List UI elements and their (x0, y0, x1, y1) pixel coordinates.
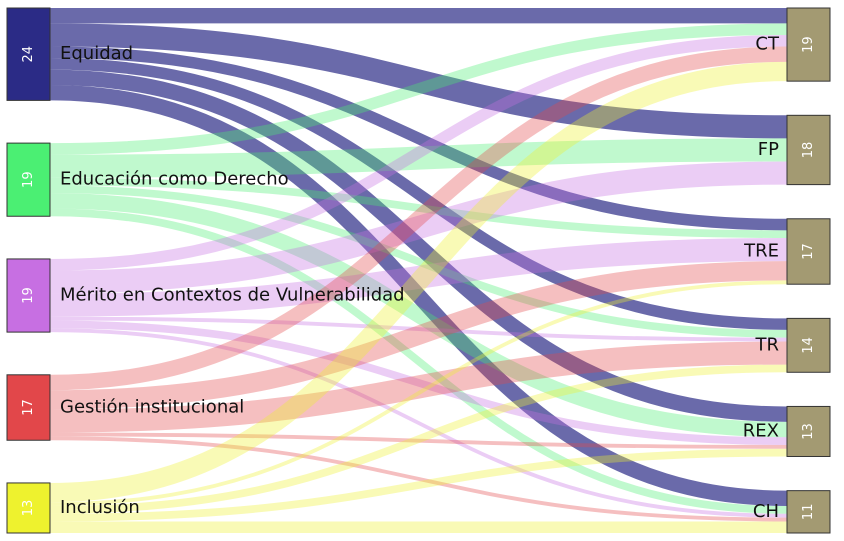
node-label: REX (743, 420, 779, 441)
node (786, 114, 831, 186)
link (49, 261, 788, 410)
link (49, 448, 788, 522)
node-value: 14 (801, 337, 816, 354)
node (786, 218, 831, 285)
link (49, 328, 788, 518)
node-value: 13 (21, 500, 36, 517)
node-value: 18 (801, 142, 816, 159)
node (786, 7, 831, 82)
link (49, 46, 788, 231)
node-label: TRE (743, 240, 779, 261)
node-value: 24 (21, 46, 36, 63)
node-value: 19 (21, 171, 36, 188)
node (6, 258, 51, 333)
link (49, 34, 788, 271)
node (786, 490, 831, 534)
link (49, 161, 788, 294)
node (6, 374, 51, 441)
link (49, 208, 788, 514)
link (49, 85, 788, 507)
node-value: 13 (801, 423, 816, 440)
node-label: FP (758, 139, 779, 160)
link (49, 23, 788, 139)
link (49, 177, 788, 239)
node-label: Gestión institucional (60, 397, 244, 418)
node-label: Mérito en Contextos de Vulnerabilidad (60, 285, 405, 306)
link (49, 138, 788, 178)
node-label: CT (755, 34, 780, 55)
node-value: 11 (801, 504, 816, 521)
link (49, 46, 788, 391)
link (49, 316, 788, 342)
node-label: Inclusión (60, 497, 140, 518)
link (49, 69, 788, 422)
node-value: 19 (801, 36, 816, 53)
node-label: Equidad (60, 43, 133, 64)
node (786, 317, 831, 373)
node (6, 142, 51, 217)
link (49, 58, 788, 330)
node (6, 482, 51, 534)
link (49, 436, 788, 522)
node (786, 405, 831, 457)
node (6, 7, 51, 101)
links (49, 7, 788, 534)
node-label: Educación como Derecho (60, 169, 289, 190)
link (49, 61, 788, 503)
link (49, 185, 788, 338)
node-label: TR (754, 334, 779, 355)
link (49, 23, 788, 155)
node-value: 17 (21, 399, 36, 416)
link (49, 193, 788, 438)
link (49, 432, 788, 449)
link (49, 320, 788, 445)
link (49, 364, 788, 514)
node-value: 19 (21, 287, 36, 304)
link (49, 280, 788, 507)
node-label: CH (753, 501, 779, 522)
link (49, 341, 788, 433)
link (49, 238, 788, 317)
node-value: 17 (801, 243, 816, 260)
